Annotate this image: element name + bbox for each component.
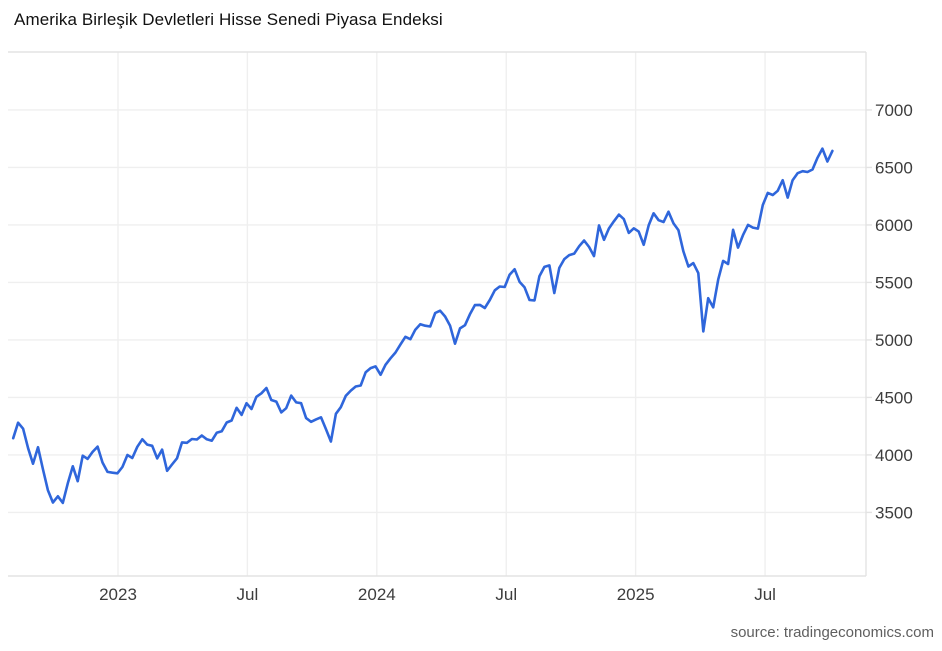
grid-lines: [8, 52, 866, 576]
y-tick-label: 5000: [875, 331, 913, 350]
plot-border: [8, 51, 867, 577]
x-tick-label: 2024: [358, 585, 396, 604]
x-tick-label: Jul: [754, 585, 776, 604]
chart-title: Amerika Birleşik Devletleri Hisse Senedi…: [14, 10, 443, 29]
x-axis-labels: 2023 Jul 2024 Jul 2025 Jul: [99, 585, 776, 604]
y-tick-label: 3500: [875, 503, 913, 522]
x-tick-label: Jul: [495, 585, 517, 604]
y-tick-label: 7000: [875, 101, 913, 120]
y-axis-labels: 3500 4000 4500 5000 5500 6000 6500 7000: [875, 101, 913, 522]
source-attribution: source: tradingeconomics.com: [730, 624, 934, 641]
x-tick-label: 2023: [99, 585, 137, 604]
x-tick-label: 2025: [617, 585, 655, 604]
y-tick-label: 6500: [875, 158, 913, 177]
y-tick-label: 5500: [875, 273, 913, 292]
axis-tick-marks: [866, 109, 872, 514]
price-line[interactable]: [11, 147, 834, 505]
y-tick-label: 4500: [875, 388, 913, 407]
y-tick-label: 4000: [875, 446, 913, 465]
x-tick-label: Jul: [237, 585, 259, 604]
y-tick-label: 6000: [875, 216, 913, 235]
